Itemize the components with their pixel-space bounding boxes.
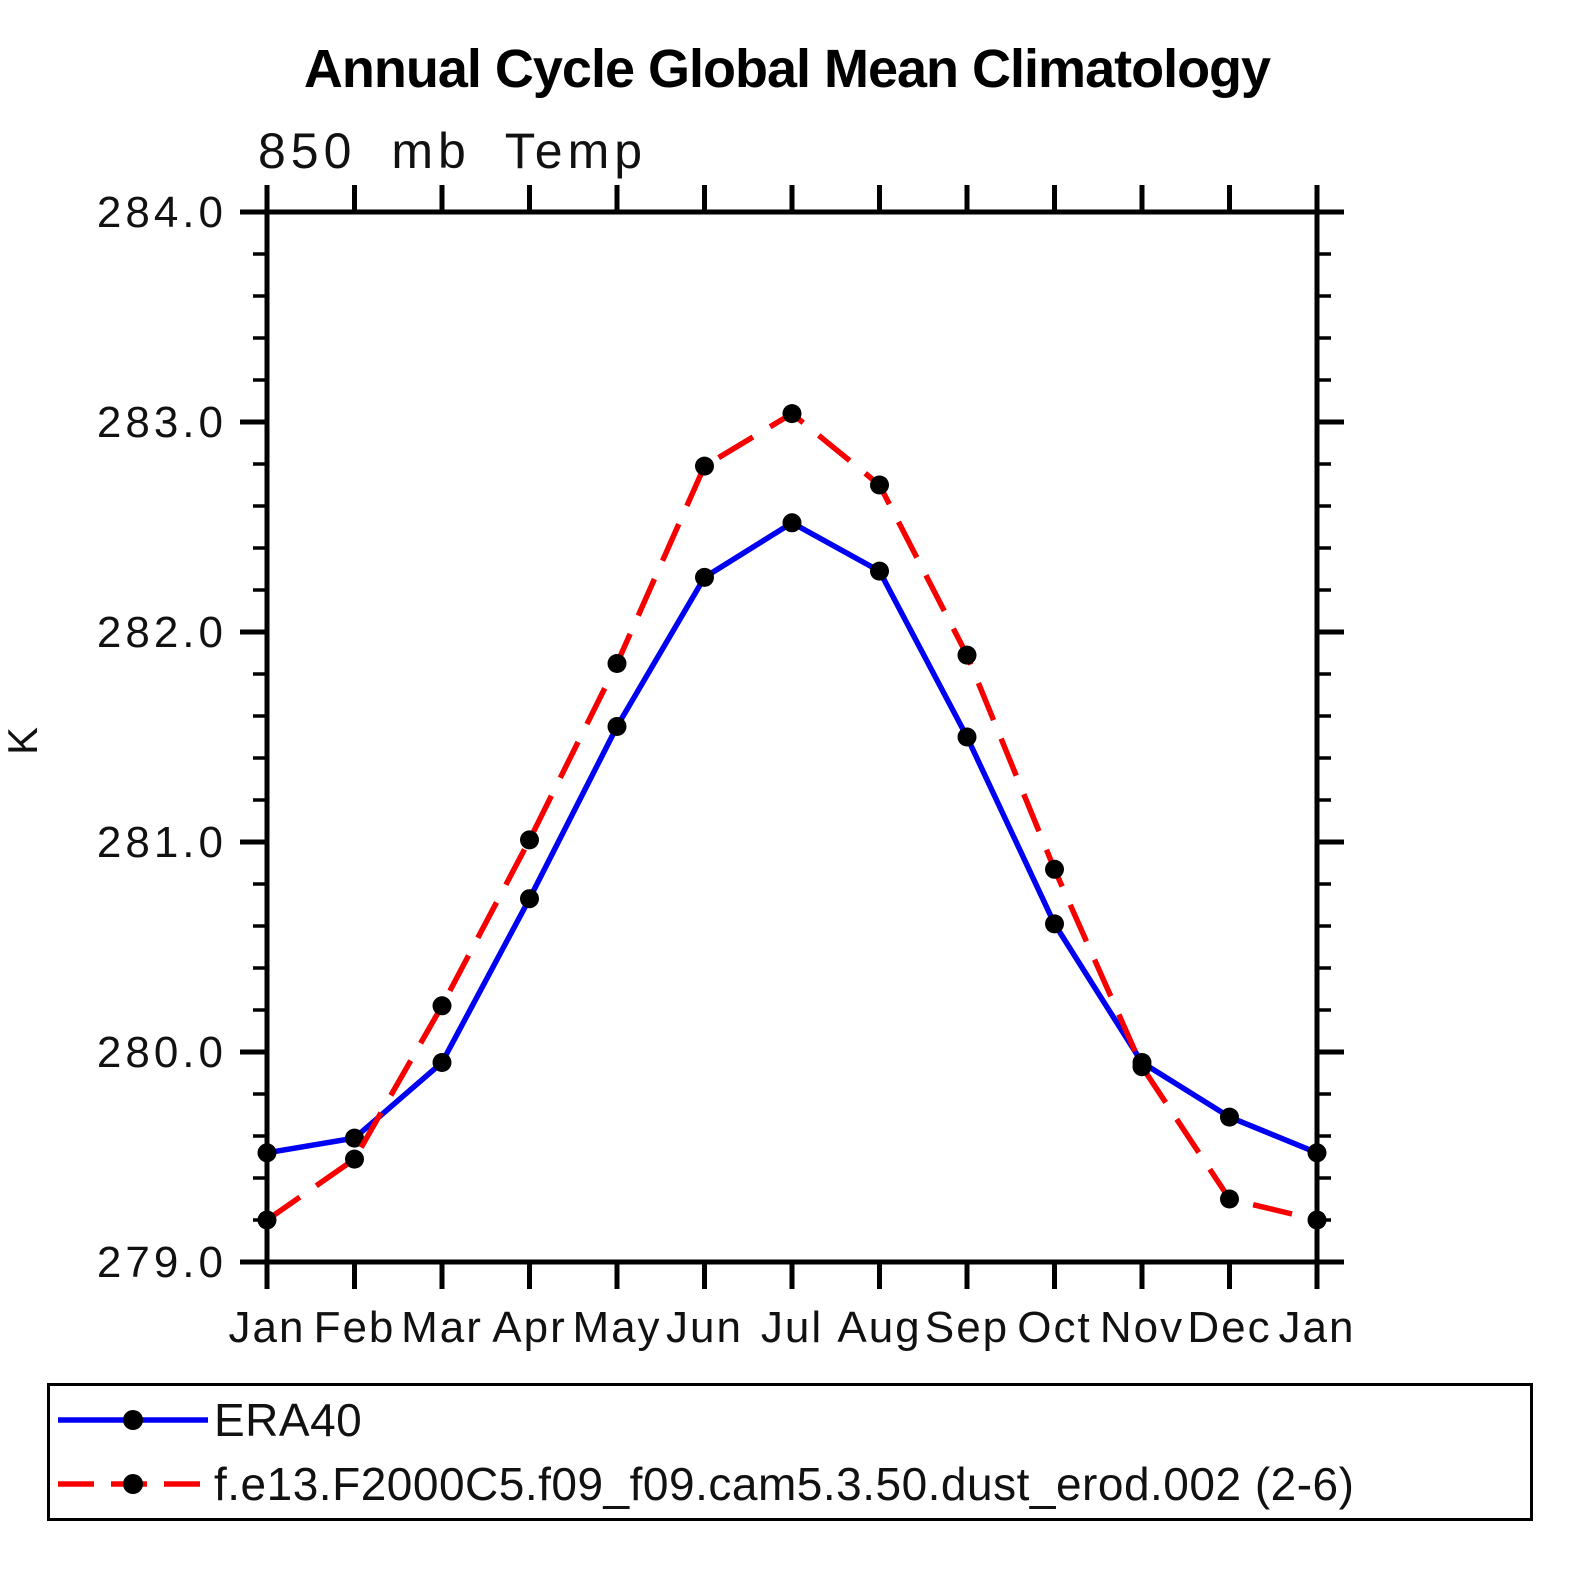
y-tick-label: 284.0 <box>97 188 227 237</box>
x-tick-label: Mar <box>401 1303 483 1352</box>
x-tick-label: Jan <box>229 1303 306 1352</box>
data-point-marker <box>782 404 802 424</box>
data-point-marker <box>782 513 802 533</box>
y-tick-label: 283.0 <box>97 398 227 447</box>
y-tick-label: 281.0 <box>97 818 227 867</box>
x-tick-label: Oct <box>1017 1303 1091 1352</box>
data-point-marker <box>345 1128 364 1148</box>
x-tick-label: Jun <box>666 1303 743 1352</box>
data-point-marker <box>607 717 627 736</box>
data-point-marker <box>1220 1189 1239 1209</box>
x-tick-label: Nov <box>1100 1303 1184 1352</box>
data-point-marker <box>345 1149 364 1169</box>
plot-frame <box>264 209 1320 1265</box>
x-tick-label: Apr <box>492 1303 566 1352</box>
data-point-marker <box>695 456 714 476</box>
data-point-marker <box>607 654 627 673</box>
page-title: Annual Cycle Global Mean Climatology <box>303 39 1271 99</box>
legend-label-era40: ERA40 <box>214 1394 363 1446</box>
data-point-marker <box>520 830 539 850</box>
legend-item-era40: ERA40 <box>50 1388 1530 1452</box>
data-point-marker <box>1307 1143 1327 1163</box>
chart-subtitle: 850 mb Temp <box>258 123 648 179</box>
y-tick-label: 282.0 <box>97 608 227 657</box>
legend-label-model: f.e13.F2000C5.f09_f09.cam5.3.50.dust_ero… <box>214 1458 1355 1510</box>
x-tick-label: Feb <box>314 1303 396 1352</box>
data-point-marker <box>257 1143 277 1163</box>
legend-sample-marker <box>123 1474 143 1494</box>
x-tick-label: Sep <box>925 1303 1009 1352</box>
y-tick-label: 280.0 <box>97 1028 227 1077</box>
y-tick-label: 279.0 <box>97 1238 227 1287</box>
data-point-marker <box>520 889 539 909</box>
data-point-marker <box>432 996 452 1016</box>
data-point-marker <box>432 1053 452 1072</box>
x-tick-label: Jan <box>1279 1303 1356 1352</box>
data-point-marker <box>695 567 714 587</box>
data-point-marker <box>870 561 889 581</box>
data-point-marker <box>257 1210 277 1230</box>
series-line-1 <box>265 410 1318 1223</box>
x-tick-label: Aug <box>837 1303 921 1352</box>
legend-line-model-icon <box>58 1474 208 1494</box>
data-point-marker <box>870 475 889 495</box>
legend-item-model: f.e13.F2000C5.f09_f09.cam5.3.50.dust_ero… <box>50 1452 1530 1516</box>
data-point-marker <box>1132 1057 1152 1077</box>
x-tick-label: Dec <box>1187 1303 1271 1352</box>
data-point-marker <box>1307 1210 1327 1230</box>
data-point-marker <box>1045 914 1064 934</box>
data-point-marker <box>957 645 977 665</box>
data-point-marker <box>957 727 977 747</box>
x-tick-label: May <box>572 1303 661 1352</box>
legend-line-era40-icon <box>58 1410 208 1430</box>
data-point-marker <box>1045 859 1064 879</box>
legend: ERA40 f.e13.F2000C5.f09_f09.cam5.3.50.du… <box>47 1383 1533 1521</box>
x-tick-label: Jul <box>761 1303 823 1352</box>
series-line-0 <box>266 519 1319 1156</box>
legend-sample-marker <box>123 1410 143 1430</box>
data-point-marker <box>1220 1107 1239 1127</box>
